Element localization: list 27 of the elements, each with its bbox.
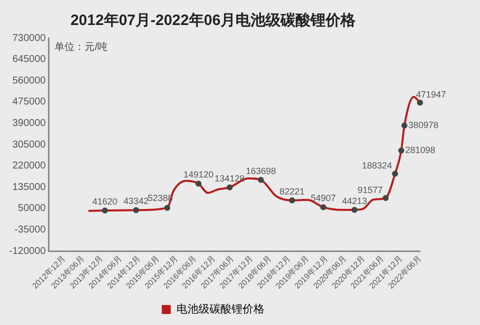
data-label: 281098 bbox=[405, 144, 436, 155]
y-tick-label: 135000 bbox=[12, 182, 46, 193]
data-label: 54907 bbox=[310, 193, 336, 204]
y-tick-label: 645000 bbox=[12, 54, 46, 66]
data-label: 43342 bbox=[124, 196, 149, 206]
annotation: 单位：元/吨 bbox=[54, 40, 108, 53]
y-tick-label: 305000 bbox=[12, 139, 46, 150]
data-label: 163698 bbox=[246, 166, 276, 176]
y-tick-label: 50000 bbox=[18, 203, 46, 214]
y-tick-label: -120000 bbox=[8, 246, 46, 257]
y-tick-label: 220000 bbox=[12, 160, 46, 172]
data-label: 91577 bbox=[358, 184, 383, 195]
y-tick-label: 475000 bbox=[12, 96, 46, 108]
data-label: 149120 bbox=[183, 170, 214, 180]
data-label: 471947 bbox=[416, 90, 446, 100]
data-label: 134128 bbox=[214, 173, 245, 184]
data-label: 41620 bbox=[92, 196, 118, 206]
y-tick-label: 730000 bbox=[12, 32, 46, 44]
data-label: 188324 bbox=[362, 160, 392, 171]
y-tick-label: 560000 bbox=[12, 75, 46, 86]
y-tick-label: -35000 bbox=[14, 224, 46, 236]
data-label: 82221 bbox=[280, 186, 305, 196]
legend-label: 电池级碳酸锂价格 bbox=[176, 302, 264, 316]
data-label: 44213 bbox=[342, 196, 367, 206]
data-label: 380978 bbox=[408, 120, 438, 130]
y-tick-label: 390000 bbox=[12, 118, 46, 129]
chart-title: 2012年07月-2022年06月电池级碳酸锂价格 bbox=[70, 12, 357, 30]
